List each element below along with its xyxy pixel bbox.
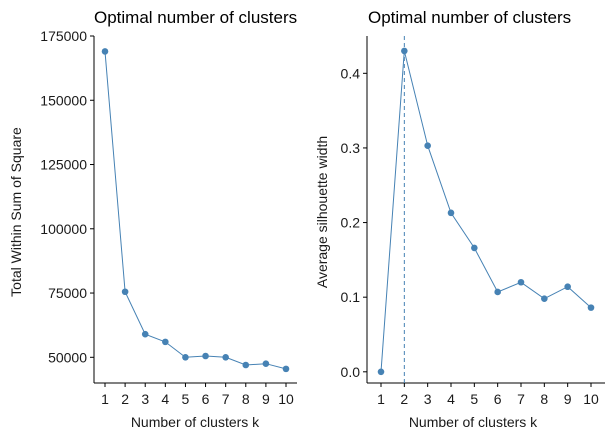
data-point bbox=[262, 360, 270, 368]
x-tick-label: 8 bbox=[242, 391, 250, 407]
series-line bbox=[380, 50, 592, 372]
data-point bbox=[101, 48, 109, 55]
chart-title: Optimal number of clusters bbox=[94, 8, 297, 27]
data-point bbox=[564, 283, 571, 291]
y-tick-label: 0.4 bbox=[341, 65, 361, 81]
data-point bbox=[141, 330, 149, 338]
data-point bbox=[162, 338, 169, 346]
x-tick-label: 6 bbox=[202, 391, 210, 407]
x-tick-label: 3 bbox=[424, 391, 432, 407]
data-point bbox=[202, 352, 209, 360]
x-tick-label: 4 bbox=[161, 391, 169, 407]
data-point bbox=[471, 244, 478, 252]
data-point bbox=[541, 295, 548, 302]
series bbox=[101, 48, 290, 373]
x-tick-label: 5 bbox=[470, 391, 478, 407]
data-point bbox=[424, 142, 431, 149]
data-point bbox=[282, 365, 290, 373]
x-tick-label: 1 bbox=[377, 391, 385, 407]
data-point bbox=[182, 353, 189, 361]
chart-title: Optimal number of clusters bbox=[368, 8, 571, 27]
y-tick-label: 100000 bbox=[40, 221, 87, 237]
y-tick-label: 125000 bbox=[40, 157, 87, 173]
x-ticks: 1 2 3 4 5 6 7 8 9 10 bbox=[101, 383, 294, 407]
x-tick-label: 7 bbox=[517, 391, 525, 407]
x-tick-label: 10 bbox=[583, 391, 599, 407]
x-tick-label: 2 bbox=[121, 391, 129, 407]
x-tick-label: 6 bbox=[494, 391, 502, 407]
y-tick-label: 50000 bbox=[48, 349, 87, 365]
data-point bbox=[401, 47, 408, 55]
x-axis-label: Number of clusters k bbox=[409, 414, 538, 430]
y-tick-label: 175000 bbox=[40, 28, 87, 44]
y-tick-label: 0.3 bbox=[341, 140, 361, 156]
data-point bbox=[377, 368, 385, 376]
x-tick-label: 4 bbox=[447, 391, 455, 407]
y-tick-label: 0.1 bbox=[341, 289, 361, 305]
x-axis-label: Number of clusters k bbox=[131, 414, 260, 430]
series-line bbox=[104, 51, 287, 370]
y-axis-label: Average silhouette width bbox=[314, 136, 330, 288]
y-tick-label: 0.2 bbox=[341, 215, 361, 231]
x-tick-label: 7 bbox=[222, 391, 230, 407]
data-point bbox=[587, 304, 595, 311]
y-tick-label: 150000 bbox=[40, 92, 87, 108]
x-tick-label: 5 bbox=[182, 391, 190, 407]
y-tick-label: 75000 bbox=[48, 285, 87, 301]
x-tick-label: 9 bbox=[564, 391, 572, 407]
x-tick-label: 1 bbox=[101, 391, 109, 407]
data-point bbox=[242, 361, 250, 369]
x-tick-label: 8 bbox=[540, 391, 548, 407]
y-tick-label: 0.0 bbox=[341, 364, 361, 380]
data-point bbox=[121, 288, 129, 296]
series bbox=[377, 47, 595, 376]
x-tick-label: 3 bbox=[141, 391, 149, 407]
wss-chart: Optimal number of clusters Number of clu… bbox=[8, 8, 297, 430]
y-axis-label: Total Within Sum of Square bbox=[8, 127, 24, 297]
x-tick-label: 2 bbox=[400, 391, 408, 407]
x-tick-label: 9 bbox=[262, 391, 270, 407]
x-ticks: 1 2 3 4 5 6 7 8 9 10 bbox=[377, 383, 599, 407]
data-point bbox=[222, 353, 229, 361]
data-point bbox=[494, 288, 501, 296]
y-ticks: 0.0 0.1 0.2 0.3 0.4 bbox=[341, 65, 367, 380]
y-ticks: 50000 75000 100000 125000 150000 175000 bbox=[40, 28, 94, 365]
silhouette-chart: Optimal number of clusters Number of clu… bbox=[314, 8, 605, 430]
data-point bbox=[517, 278, 525, 286]
data-point bbox=[447, 209, 455, 217]
x-tick-label: 10 bbox=[278, 391, 294, 407]
